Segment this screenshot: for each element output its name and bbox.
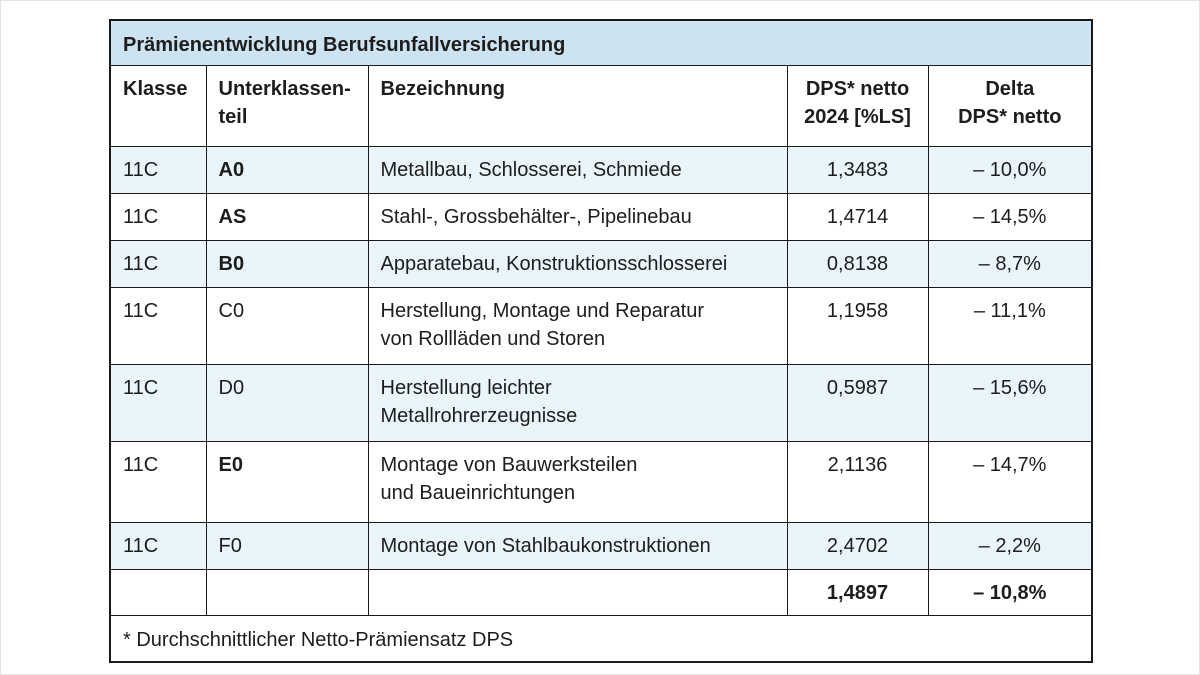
table-row: 11C AS Stahl-, Grossbehälter-, Pipelineb…: [109, 193, 1093, 241]
cell-bezeichnung: Apparatebau, Konstruktionsschlosserei: [367, 240, 788, 288]
cell-code: E0: [205, 441, 369, 523]
table-row: 11C D0 Herstellung leichter Metallrohrer…: [109, 364, 1093, 442]
col-header-klasse: Klasse: [109, 65, 207, 147]
cell-klasse: 11C: [109, 146, 207, 194]
cell-dps: 1,4714: [786, 193, 929, 241]
premium-table-container: Prämienentwicklung Berufsunfallversicher…: [109, 19, 1094, 663]
cell-klasse: 11C: [109, 441, 207, 523]
cell-total-delta: – 10,8%: [927, 569, 1093, 616]
cell-code: C0: [205, 287, 369, 365]
table-header-row: Klasse Unterklassen- teil Bezeichnung DP…: [109, 65, 1093, 147]
cell-dps: 1,3483: [786, 146, 929, 194]
cell-bezeichnung: Stahl-, Grossbehälter-, Pipelinebau: [367, 193, 788, 241]
cell-delta: – 10,0%: [927, 146, 1093, 194]
cell-total-dps: 1,4897: [786, 569, 929, 616]
cell-dps: 0,8138: [786, 240, 929, 288]
cell-dps: 1,1958: [786, 287, 929, 365]
cell-delta: – 8,7%: [927, 240, 1093, 288]
table-total-row: 1,4897 – 10,8%: [109, 569, 1093, 616]
table-row: 11C B0 Apparatebau, Konstruktionsschloss…: [109, 240, 1093, 288]
cell-delta: – 14,5%: [927, 193, 1093, 241]
cell-klasse: 11C: [109, 287, 207, 365]
col-header-dps: DPS* netto 2024 [%LS]: [786, 65, 929, 147]
cell-klasse: 11C: [109, 193, 207, 241]
cell-klasse-empty: [109, 569, 207, 616]
col-header-bezeichnung: Bezeichnung: [367, 65, 788, 147]
cell-bezeichnung: Metallbau, Schlosserei, Schmiede: [367, 146, 788, 194]
table-row: 11C E0 Montage von Bauwerksteilen und Ba…: [109, 441, 1093, 523]
cell-code: AS: [205, 193, 369, 241]
table-footnote-row: * Durchschnittlicher Netto-Prämiensatz D…: [109, 615, 1093, 662]
cell-klasse: 11C: [109, 522, 207, 570]
table-row: 11C F0 Montage von Stahlbaukonstruktione…: [109, 522, 1093, 570]
cell-dps: 2,1136: [786, 441, 929, 523]
cell-bezeichnung: Montage von Bauwerksteilen und Baueinric…: [367, 441, 788, 523]
table-title: Prämienentwicklung Berufsunfallversicher…: [109, 19, 1093, 66]
cell-klasse: 11C: [109, 364, 207, 442]
cell-bezeichnung-empty: [367, 569, 788, 616]
cell-delta: – 11,1%: [927, 287, 1093, 365]
cell-code: D0: [205, 364, 369, 442]
cell-dps: 0,5987: [786, 364, 929, 442]
cell-code: B0: [205, 240, 369, 288]
cell-code: A0: [205, 146, 369, 194]
table-title-row: Prämienentwicklung Berufsunfallversicher…: [109, 19, 1093, 66]
cell-code-empty: [205, 569, 369, 616]
cell-delta: – 14,7%: [927, 441, 1093, 523]
cell-delta: – 2,2%: [927, 522, 1093, 570]
cell-bezeichnung: Montage von Stahlbaukonstruktionen: [367, 522, 788, 570]
col-header-unterklasse: Unterklassen- teil: [205, 65, 369, 147]
cell-dps: 2,4702: [786, 522, 929, 570]
col-header-delta: Delta DPS* netto: [927, 65, 1093, 147]
table-row: 11C A0 Metallbau, Schlosserei, Schmiede …: [109, 146, 1093, 194]
cell-delta: – 15,6%: [927, 364, 1093, 442]
cell-bezeichnung: Herstellung leichter Metallrohrerzeugnis…: [367, 364, 788, 442]
cell-bezeichnung: Herstellung, Montage und Reparatur von R…: [367, 287, 788, 365]
premium-table: Prämienentwicklung Berufsunfallversicher…: [109, 19, 1094, 663]
table-row: 11C C0 Herstellung, Montage und Reparatu…: [109, 287, 1093, 365]
cell-code: F0: [205, 522, 369, 570]
cell-klasse: 11C: [109, 240, 207, 288]
footnote: * Durchschnittlicher Netto-Prämiensatz D…: [109, 615, 1093, 662]
